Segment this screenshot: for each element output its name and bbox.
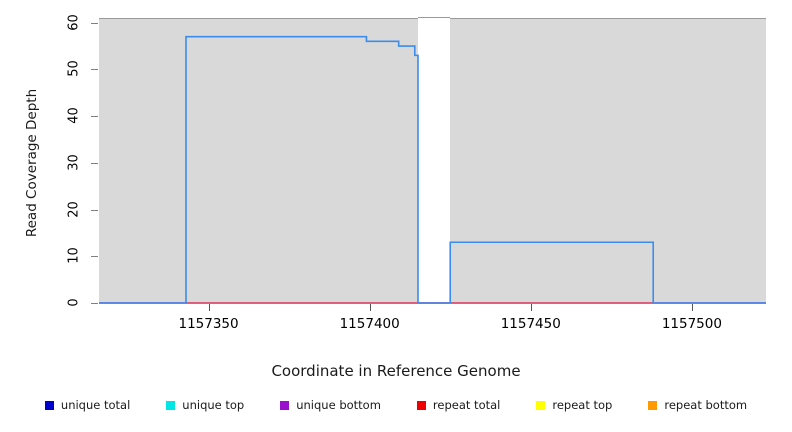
- x-tick-label: 1157500: [661, 316, 722, 332]
- y-tick-label: 60: [66, 13, 82, 31]
- legend-item-repeat-bottom[interactable]: repeat bottom: [648, 398, 747, 412]
- y-tick-label: 40: [66, 107, 82, 124]
- x-tick-label: 1157400: [339, 316, 400, 332]
- legend-label: repeat top: [552, 398, 613, 412]
- series-traces: [99, 18, 766, 303]
- y-tick-mark: [91, 116, 98, 118]
- legend-swatch-icon: [280, 400, 290, 410]
- legend-swatch-icon: [648, 400, 658, 410]
- y-tick-mark: [91, 69, 98, 71]
- y-tick-label: 30: [66, 154, 82, 171]
- chart-legend: unique total unique top unique bottom repea…: [0, 398, 792, 412]
- legend-item-unique-total[interactable]: unique total: [44, 398, 131, 412]
- legend-label: repeat total: [432, 398, 501, 412]
- y-tick-label: 0: [66, 298, 82, 307]
- x-tick-label: 1157450: [500, 316, 561, 332]
- legend-item-repeat-top[interactable]: repeat top: [536, 398, 612, 412]
- y-tick-mark: [91, 303, 98, 304]
- y-tick-label: 50: [66, 60, 82, 78]
- x-tick-mark: [530, 304, 532, 311]
- legend-label: unique top: [182, 398, 245, 412]
- y-tick-mark: [91, 162, 98, 164]
- legend-label: repeat bottom: [664, 398, 748, 412]
- legend-label: unique bottom: [296, 398, 381, 412]
- legend-swatch-icon: [536, 400, 546, 410]
- y-tick-label: 20: [66, 200, 82, 218]
- y-tick-label: 10: [66, 247, 82, 265]
- x-axis-title: Coordinate in Reference Genome: [271, 362, 521, 380]
- y-axis-title: Read Coverage Depth: [24, 88, 40, 238]
- legend-label: unique total: [60, 398, 131, 412]
- legend-item-unique-bottom[interactable]: unique bottom: [280, 398, 381, 412]
- x-tick-mark: [208, 304, 210, 311]
- y-tick-mark: [91, 22, 98, 24]
- legend-swatch-icon: [44, 400, 54, 410]
- legend-swatch-icon: [166, 400, 176, 410]
- legend-item-repeat-total[interactable]: repeat total: [416, 398, 501, 412]
- legend-swatch-icon: [416, 400, 426, 410]
- series-line-unique-total: [99, 37, 766, 303]
- y-tick-mark: [91, 209, 98, 211]
- legend-item-unique-top[interactable]: unique top: [166, 398, 244, 412]
- x-tick-label: 1157350: [178, 316, 239, 332]
- x-tick-mark: [691, 304, 693, 311]
- y-tick-mark: [91, 256, 98, 258]
- x-tick-mark: [369, 304, 371, 311]
